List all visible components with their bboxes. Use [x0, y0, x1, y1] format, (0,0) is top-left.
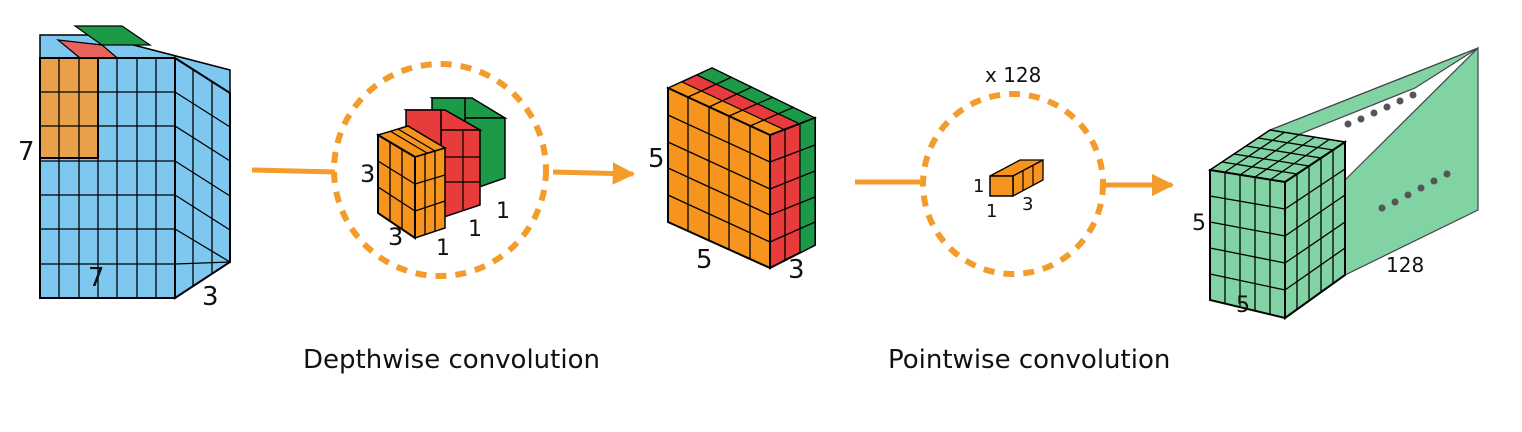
- depthwise-height-label: 3: [360, 160, 375, 188]
- intermediate-block: 5 5 3: [648, 68, 815, 285]
- pointwise-kernel-group: x 128 1 1 3: [923, 63, 1103, 274]
- arrow-input-to-depthwise: [252, 170, 335, 172]
- depthwise-depth-label-orange: 1: [436, 236, 450, 261]
- intermediate-height-label: 5: [648, 144, 665, 174]
- caption-pointwise: Pointwise convolution: [888, 345, 1170, 375]
- output-width-label: 5: [1236, 293, 1250, 318]
- intermediate-width-label: 5: [696, 245, 713, 275]
- depthwise-depth-label-red: 1: [468, 217, 482, 242]
- depthwise-width-label: 3: [388, 223, 403, 251]
- caption-depthwise: Depthwise convolution: [303, 345, 600, 375]
- pointwise-kernel-front: [990, 176, 1013, 196]
- output-height-label: 5: [1192, 211, 1206, 236]
- input-width-label: 7: [88, 263, 105, 293]
- input-depth-label: 3: [202, 282, 219, 312]
- depthwise-depth-label-green: 1: [496, 199, 510, 224]
- input-height-label: 7: [18, 137, 35, 167]
- output-block: 5 5 128: [1192, 48, 1478, 318]
- pointwise-height-label: 1: [973, 176, 984, 197]
- input-block: 7 7 3: [18, 26, 230, 312]
- output-depth-label: 128: [1386, 253, 1424, 277]
- orange-kernel: [378, 126, 445, 238]
- depthwise-kernel-group: 3 3 1 1 1: [334, 64, 546, 276]
- pointwise-width-label: 1: [986, 201, 997, 222]
- pointwise-depth-label: 3: [1022, 194, 1033, 215]
- arrow-depthwise-to-intermediate: [553, 172, 633, 174]
- intermediate-depth-label: 3: [788, 255, 805, 285]
- input-orange-window: [40, 58, 98, 158]
- pointwise-multiplier-label: x 128: [985, 63, 1041, 87]
